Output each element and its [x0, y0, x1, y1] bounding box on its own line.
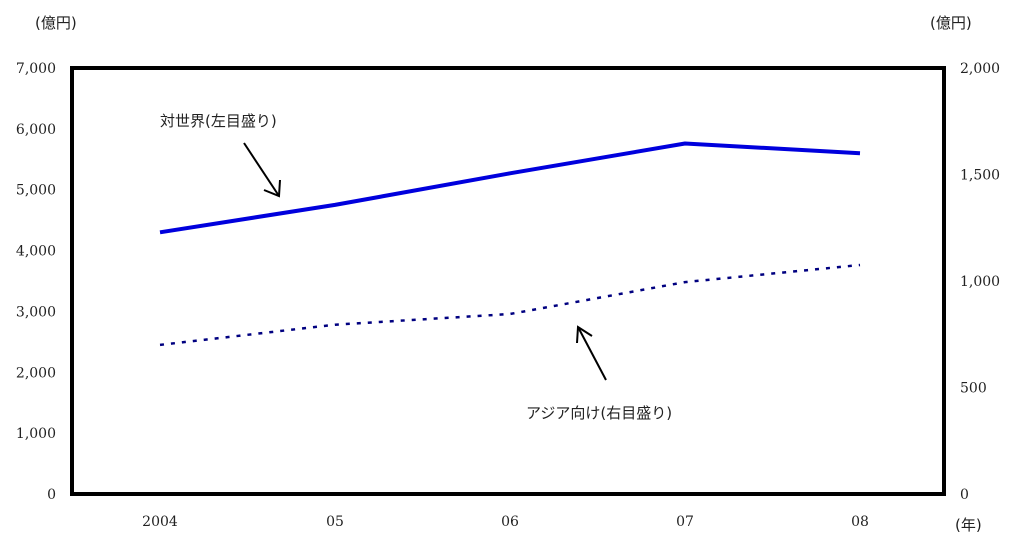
y-left-tick-label: 7,000: [16, 61, 56, 77]
y-left-tick-label: 2,000: [16, 365, 56, 381]
y-left-tick-label: 5,000: [16, 183, 56, 199]
annotation-asia-label: アジア向け(右目盛り): [526, 404, 672, 422]
y-left-tick-label: 4,000: [16, 244, 56, 260]
x-unit: (年): [955, 516, 982, 534]
series-line-asia: [159, 263, 861, 347]
y-right-unit: (億円): [930, 14, 972, 32]
y-left-tick-label: 1,000: [16, 426, 56, 442]
y-right-tick-label: 1,000: [960, 274, 1000, 290]
y-left-tick-label: 6,000: [16, 122, 56, 138]
annotation-asia-arrow: [576, 325, 607, 381]
x-tick-label: 08: [851, 514, 869, 530]
x-tick-label: 2004: [142, 514, 178, 530]
annotation-world-arrow: [243, 142, 281, 198]
y-right-tick-label: 2,000: [960, 61, 1000, 77]
y-right-ticks: 0 500 1,000 1,500 2,000: [960, 61, 1000, 503]
series-line-world: [159, 141, 861, 235]
annotation-world-label: 対世界(左目盛り): [160, 112, 277, 130]
x-tick-label: 05: [326, 514, 344, 530]
y-left-ticks: 0 1,000 2,000 3,000 4,000 5,000 6,000 7,000: [16, 61, 56, 503]
y-left-unit: (億円): [35, 14, 77, 32]
y-right-tick-label: 500: [960, 381, 987, 397]
plot-frame: [70, 66, 946, 496]
y-left-tick-label: 3,000: [16, 304, 56, 320]
y-left-tick-label: 0: [47, 487, 56, 503]
x-tick-label: 07: [676, 514, 694, 530]
series-layer: [159, 141, 861, 347]
x-ticks: 2004 05 06 07 08: [142, 514, 869, 530]
y-right-tick-label: 0: [960, 487, 969, 503]
y-right-tick-label: 1,500: [960, 168, 1000, 184]
x-tick-label: 06: [501, 514, 519, 530]
